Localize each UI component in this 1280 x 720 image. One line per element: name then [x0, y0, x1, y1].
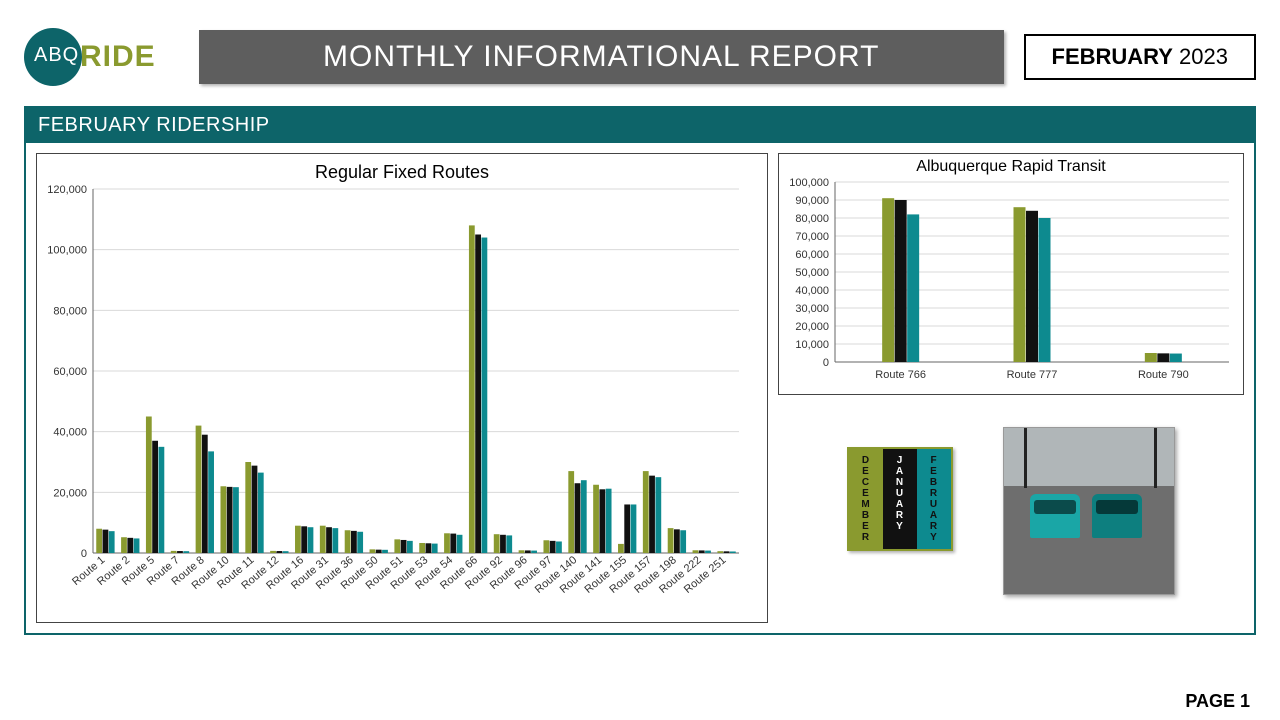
bus-icon — [1092, 494, 1142, 538]
legend-col: JANUARY — [883, 449, 917, 549]
svg-text:90,000: 90,000 — [795, 195, 829, 207]
svg-text:60,000: 60,000 — [795, 249, 829, 261]
report-month: FEBRUARY — [1052, 44, 1173, 69]
page-number: PAGE 1 — [1185, 691, 1250, 712]
chart-regular-title: Regular Fixed Routes — [37, 154, 767, 183]
svg-text:120,000: 120,000 — [47, 184, 87, 196]
report-title: MONTHLY INFORMATIONAL REPORT — [199, 30, 1004, 84]
chart-art-svg: 0 10,000 20,000 30,000 40,000 50,000 60,000 70,… — [779, 176, 1239, 386]
svg-text:40,000: 40,000 — [53, 427, 87, 439]
svg-text:30,000: 30,000 — [795, 303, 829, 315]
logo-text-ride: RIDE — [80, 40, 156, 74]
svg-text:Route 790: Route 790 — [1138, 369, 1189, 381]
svg-text:0: 0 — [81, 548, 87, 560]
svg-text:60,000: 60,000 — [53, 366, 87, 378]
right-column: Albuquerque Rapid Transit 0 10,000 20,000 3… — [778, 153, 1244, 623]
svg-text:Route 777: Route 777 — [1007, 369, 1058, 381]
report-date: FEBRUARY 2023 — [1024, 34, 1257, 80]
legend-block: DECEMBERJANUARYFEBRUARY — [847, 447, 953, 551]
chart-regular-svg: 020,00040,00060,00080,000100,000120,000R… — [37, 183, 749, 615]
chart-art-title: Albuquerque Rapid Transit — [779, 154, 1243, 176]
logo-text-abq: ABQ — [34, 44, 79, 67]
chart-art: Albuquerque Rapid Transit 0 10,000 20,000 3… — [778, 153, 1244, 395]
svg-text:0: 0 — [823, 357, 829, 369]
svg-text:80,000: 80,000 — [795, 213, 829, 225]
bus-photo — [1003, 427, 1175, 595]
panel-header: FEBRUARY RIDERSHIP — [26, 108, 1254, 143]
legend-photo-row: DECEMBERJANUARYFEBRUARY — [778, 407, 1244, 623]
svg-text:Route 766: Route 766 — [875, 369, 926, 381]
chart-regular-routes: Regular Fixed Routes 0 20,000 40,000 60,000… — [36, 153, 768, 623]
ridership-panel: FEBRUARY RIDERSHIP Regular Fixed Routes … — [24, 106, 1256, 635]
report-year: 2023 — [1179, 44, 1228, 69]
svg-text:100,000: 100,000 — [47, 245, 87, 257]
svg-text:10,000: 10,000 — [795, 339, 829, 351]
svg-text:20,000: 20,000 — [795, 321, 829, 333]
logo: ABQ RIDE — [24, 28, 179, 86]
legend-col: DECEMBER — [849, 449, 883, 549]
svg-text:40,000: 40,000 — [795, 285, 829, 297]
panel-body: Regular Fixed Routes 0 20,000 40,000 60,000… — [26, 143, 1254, 633]
svg-text:20,000: 20,000 — [53, 487, 87, 499]
bus-icon — [1030, 494, 1080, 538]
legend-col: FEBRUARY — [917, 449, 951, 549]
svg-text:80,000: 80,000 — [53, 305, 87, 317]
svg-text:100,000: 100,000 — [789, 177, 829, 189]
svg-text:70,000: 70,000 — [795, 231, 829, 243]
header: ABQ RIDE MONTHLY INFORMATIONAL REPORT FE… — [0, 0, 1280, 98]
svg-text:50,000: 50,000 — [795, 267, 829, 279]
